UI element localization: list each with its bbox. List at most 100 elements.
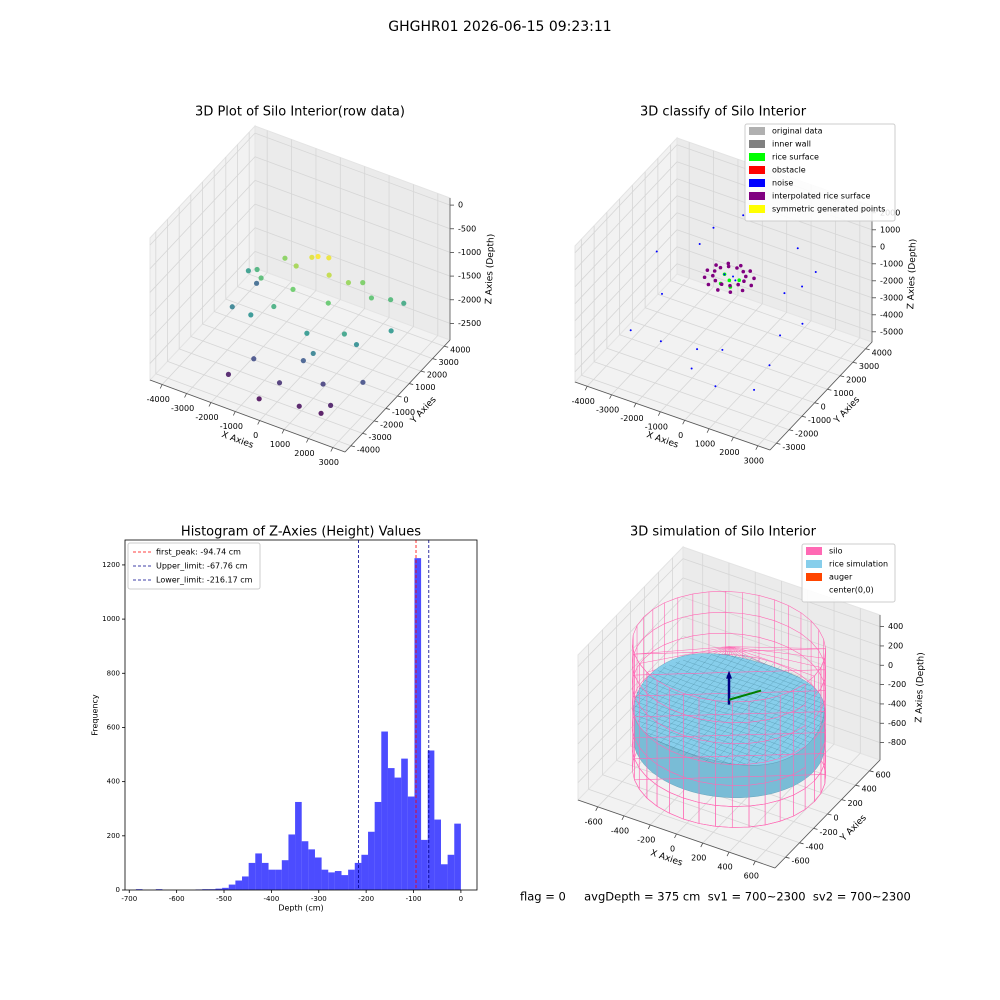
z-axis-label: Z Axies (Depth) xyxy=(484,234,496,305)
data-point xyxy=(714,385,717,388)
grid-line xyxy=(708,320,812,430)
tick-mark xyxy=(755,445,759,450)
z-tick-label: -4000 xyxy=(880,310,903,319)
x-tick-label: -4000 xyxy=(572,397,595,406)
z-tick-label: -2000 xyxy=(880,276,903,285)
y-tick-label: 1200 xyxy=(102,561,120,569)
data-point xyxy=(248,312,254,318)
grid-line xyxy=(577,577,684,687)
silo-ring xyxy=(633,753,827,807)
data-point xyxy=(271,303,277,310)
x-tick-label: -1000 xyxy=(220,422,243,431)
tick-mark xyxy=(682,420,686,425)
x-tick-label: -500 xyxy=(216,895,232,903)
data-point xyxy=(345,280,352,286)
rice-mesh xyxy=(675,662,825,714)
grid-line xyxy=(606,347,803,417)
tick-mark xyxy=(827,388,832,391)
data-point xyxy=(256,396,262,402)
bar xyxy=(301,841,309,890)
y-tick-label: 2000 xyxy=(427,371,447,380)
y-tick-label: 200 xyxy=(848,799,863,808)
tick-mark xyxy=(330,447,334,452)
y-tick-label: 3000 xyxy=(859,362,879,371)
bar xyxy=(454,823,461,890)
tick-mark xyxy=(869,770,874,773)
rice-mesh xyxy=(711,654,817,693)
bar xyxy=(242,876,249,890)
silo-ring xyxy=(633,774,827,828)
data-point xyxy=(388,328,394,334)
data-point xyxy=(779,334,782,337)
legend-swatch xyxy=(749,166,765,174)
x-tick-label: -2000 xyxy=(195,413,218,422)
legend-label: rice simulation xyxy=(829,560,888,569)
x-axis-label: Depth (cm) xyxy=(278,904,323,913)
grid-line xyxy=(254,180,451,253)
tick-mark xyxy=(374,420,379,423)
tick-mark xyxy=(159,384,163,389)
x-tick-label: 0 xyxy=(670,845,675,854)
data-point xyxy=(742,214,745,217)
legend-swatch xyxy=(806,560,822,568)
bar xyxy=(268,869,276,890)
grid-line xyxy=(254,132,451,206)
silo-ring xyxy=(633,732,827,786)
grid-line xyxy=(676,212,873,282)
x-tick-label: -700 xyxy=(121,895,137,903)
tick-mark xyxy=(350,445,355,448)
tick-mark xyxy=(855,784,860,787)
x-tick-label: -200 xyxy=(358,895,374,903)
data-point xyxy=(293,263,299,269)
bar xyxy=(328,872,335,890)
bar xyxy=(275,869,282,890)
bar xyxy=(434,819,441,890)
rice-mesh xyxy=(691,657,823,704)
grid-line xyxy=(249,273,445,347)
bar xyxy=(361,854,369,890)
x-tick-label: 3000 xyxy=(744,456,764,465)
rice-mesh xyxy=(697,669,787,761)
grid-line xyxy=(167,360,363,434)
chart-title: 3D Plot of Silo Interior(row data) xyxy=(195,105,405,120)
y-tick-label: 200 xyxy=(107,832,120,840)
legend-label: interpolated rice surface xyxy=(772,192,870,201)
z-tick-label: -1500 xyxy=(458,272,481,281)
rice-mesh xyxy=(652,673,820,732)
data-point xyxy=(768,364,771,367)
grid-line xyxy=(657,293,854,363)
tick-mark xyxy=(385,408,390,410)
data-point xyxy=(721,348,724,351)
grid-line xyxy=(149,156,256,270)
grid-line xyxy=(149,227,256,341)
grid-line xyxy=(190,336,386,409)
plot-frame xyxy=(124,539,478,891)
grid-line xyxy=(757,337,861,447)
z-tick-label: -1000 xyxy=(880,259,903,268)
rice-mesh xyxy=(746,692,817,765)
x-axis-line xyxy=(574,381,771,451)
y-tick-label: 1000 xyxy=(102,615,120,623)
tick-mark xyxy=(232,411,236,416)
data-point xyxy=(801,322,804,325)
data-point xyxy=(732,275,735,278)
rice-mesh xyxy=(724,653,811,686)
footer-text: flag = 0 avgDepth = 375 cm sv1 = 700~230… xyxy=(520,890,911,904)
z-tick-label: -500 xyxy=(458,224,476,233)
grid-line xyxy=(670,280,866,350)
silo-ring xyxy=(633,648,827,703)
data-point xyxy=(690,367,693,370)
z-tick-label: 1000 xyxy=(880,225,900,234)
data-point xyxy=(304,330,310,336)
legend-label: first_peak: -94.74 cm xyxy=(156,548,241,557)
bar xyxy=(155,889,163,890)
data-point xyxy=(326,255,332,261)
bar xyxy=(394,777,402,890)
tick-mark xyxy=(827,813,832,816)
data-point xyxy=(315,253,321,260)
silo-roof-wire xyxy=(728,646,825,659)
tick-mark xyxy=(706,428,710,433)
bar xyxy=(414,558,422,890)
tick-mark xyxy=(785,856,790,859)
data-point xyxy=(712,269,717,273)
